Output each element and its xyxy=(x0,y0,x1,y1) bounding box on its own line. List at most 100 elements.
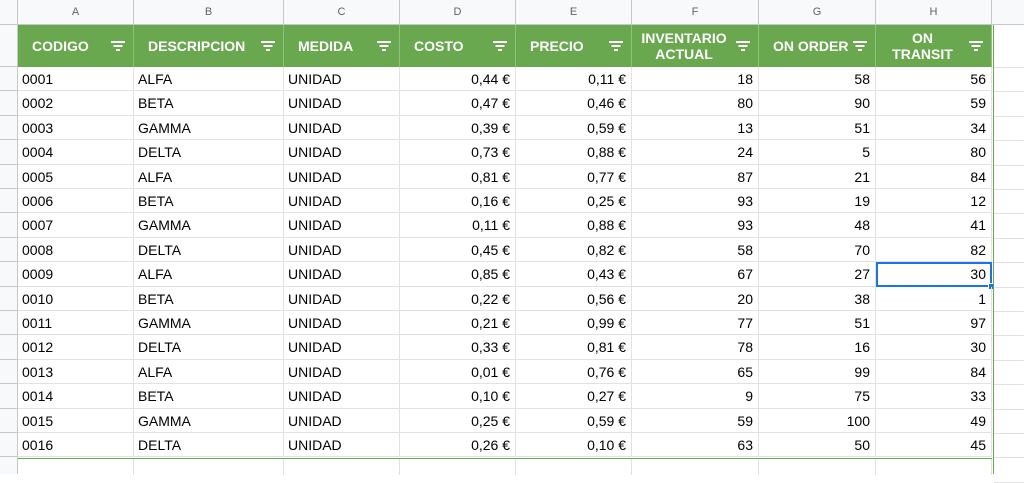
table-cell[interactable]: 0,10 € xyxy=(400,384,516,409)
table-cell[interactable]: 80 xyxy=(632,91,759,116)
table-cell[interactable]: 0,47 € xyxy=(400,91,516,116)
table-cell[interactable]: BETA xyxy=(134,384,284,409)
filter-icon[interactable] xyxy=(261,41,275,51)
table-cell[interactable]: DELTA xyxy=(134,335,284,360)
table-cell[interactable]: 0,76 € xyxy=(516,359,632,385)
empty-cell[interactable] xyxy=(400,459,516,475)
table-cell[interactable]: 63 xyxy=(632,433,759,458)
column-letter-c[interactable]: C xyxy=(284,0,400,24)
table-cell[interactable]: 0007 xyxy=(18,213,134,238)
header-cell-h[interactable]: ON TRANSIT xyxy=(876,25,992,67)
header-cell-a[interactable]: CODIGO xyxy=(18,25,134,67)
row-number[interactable] xyxy=(0,433,17,458)
table-cell[interactable]: 0,45 € xyxy=(400,237,516,263)
table-cell[interactable]: 0010 xyxy=(18,286,134,311)
row-number[interactable] xyxy=(0,335,17,360)
table-cell[interactable]: UNIDAD xyxy=(284,262,400,287)
table-cell[interactable]: 0,73 € xyxy=(400,140,516,165)
header-cell-f[interactable]: INVENTARIO ACTUAL xyxy=(632,25,759,67)
row-number[interactable] xyxy=(0,360,17,385)
table-cell[interactable]: 0,39 € xyxy=(400,115,516,141)
row-number[interactable] xyxy=(0,189,17,214)
table-cell[interactable]: 48 xyxy=(759,213,876,238)
table-cell[interactable]: 90 xyxy=(759,91,876,116)
table-cell[interactable]: DELTA xyxy=(134,433,284,458)
table-cell[interactable]: 21 xyxy=(759,164,876,189)
table-cell[interactable]: 0015 xyxy=(18,408,134,433)
filter-icon[interactable] xyxy=(493,41,507,51)
table-cell[interactable]: 0002 xyxy=(18,91,134,116)
table-cell[interactable]: 0004 xyxy=(18,140,134,165)
row-number-header[interactable] xyxy=(0,25,17,67)
table-cell[interactable]: 49 xyxy=(876,408,992,433)
table-cell[interactable]: GAMMA xyxy=(134,311,284,336)
header-cell-g[interactable]: ON ORDER xyxy=(759,25,876,67)
table-cell[interactable]: 75 xyxy=(759,384,876,409)
table-cell[interactable]: UNIDAD xyxy=(284,91,400,116)
empty-cell[interactable] xyxy=(18,459,134,475)
empty-cell[interactable] xyxy=(876,459,992,475)
header-cell-c[interactable]: MEDIDA xyxy=(284,25,400,67)
table-cell[interactable]: 18 xyxy=(632,67,759,92)
table-cell[interactable]: UNIDAD xyxy=(284,311,400,336)
table-cell[interactable]: 99 xyxy=(759,359,876,385)
column-letter-h[interactable]: H xyxy=(876,0,992,24)
table-cell[interactable]: 0,81 € xyxy=(400,164,516,189)
selected-cell[interactable]: 30 xyxy=(876,262,992,287)
table-cell[interactable]: 0,27 € xyxy=(516,384,632,409)
table-cell[interactable]: UNIDAD xyxy=(284,67,400,92)
table-cell[interactable]: ALFA xyxy=(134,262,284,287)
table-cell[interactable]: UNIDAD xyxy=(284,384,400,409)
select-all-corner[interactable] xyxy=(0,0,18,24)
table-cell[interactable]: 9 xyxy=(632,384,759,409)
table-cell[interactable]: GAMMA xyxy=(134,408,284,433)
table-cell[interactable]: 0005 xyxy=(18,164,134,189)
table-cell[interactable]: 41 xyxy=(876,213,992,238)
empty-cell[interactable] xyxy=(134,459,284,475)
table-cell[interactable]: UNIDAD xyxy=(284,359,400,385)
table-cell[interactable]: 38 xyxy=(759,286,876,311)
table-cell[interactable]: 45 xyxy=(876,433,992,458)
table-cell[interactable]: GAMMA xyxy=(134,115,284,141)
table-cell[interactable]: UNIDAD xyxy=(284,164,400,189)
table-cell[interactable]: 0,25 € xyxy=(516,189,632,214)
table-cell[interactable]: DELTA xyxy=(134,237,284,263)
column-letter-b[interactable]: B xyxy=(134,0,284,24)
table-cell[interactable]: 0,10 € xyxy=(516,433,632,458)
table-cell[interactable]: 59 xyxy=(632,408,759,433)
table-cell[interactable]: BETA xyxy=(134,286,284,311)
table-cell[interactable]: 0,88 € xyxy=(516,140,632,165)
table-cell[interactable]: BETA xyxy=(134,189,284,214)
table-cell[interactable]: 100 xyxy=(759,408,876,433)
table-cell[interactable]: 0008 xyxy=(18,237,134,263)
column-letter-d[interactable]: D xyxy=(400,0,516,24)
table-cell[interactable]: 5 xyxy=(759,140,876,165)
table-cell[interactable]: 0,16 € xyxy=(400,189,516,214)
row-number[interactable] xyxy=(0,262,17,287)
row-number[interactable] xyxy=(0,311,17,336)
table-cell[interactable]: 58 xyxy=(632,237,759,263)
empty-row[interactable] xyxy=(18,458,992,475)
table-cell[interactable]: 51 xyxy=(759,311,876,336)
row-number[interactable] xyxy=(0,409,17,433)
table-cell[interactable]: 13 xyxy=(632,115,759,141)
table-cell[interactable]: 0,88 € xyxy=(516,213,632,238)
header-cell-b[interactable]: DESCRIPCION xyxy=(134,25,284,67)
filter-icon[interactable] xyxy=(853,41,867,51)
column-letter-f[interactable]: F xyxy=(632,0,759,24)
row-number[interactable] xyxy=(0,116,17,141)
table-cell[interactable]: 0,81 € xyxy=(516,335,632,360)
table-cell[interactable]: 51 xyxy=(759,115,876,141)
table-cell[interactable]: UNIDAD xyxy=(284,140,400,165)
table-cell[interactable]: 33 xyxy=(876,384,992,409)
table-cell[interactable]: DELTA xyxy=(134,140,284,165)
filter-icon[interactable] xyxy=(111,41,125,51)
row-number[interactable] xyxy=(0,287,17,311)
table-cell[interactable]: 24 xyxy=(632,140,759,165)
row-number[interactable] xyxy=(0,384,17,409)
table-cell[interactable]: 87 xyxy=(632,164,759,189)
table-cell[interactable]: 20 xyxy=(632,286,759,311)
table-cell[interactable]: 0,25 € xyxy=(400,408,516,433)
column-letter-overflow[interactable] xyxy=(992,0,1024,24)
table-cell[interactable]: 56 xyxy=(876,67,992,92)
